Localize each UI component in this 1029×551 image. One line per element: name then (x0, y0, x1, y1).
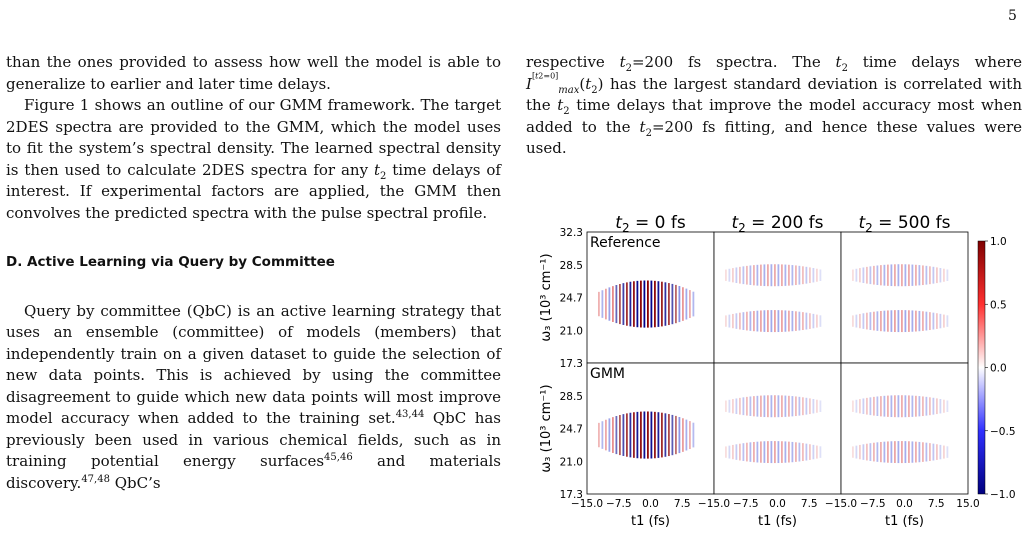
spectrum-panel (586, 362, 715, 495)
y-tick-label: 24.7 (560, 424, 583, 436)
y-tick-label: 32.3 (560, 227, 583, 239)
y-tick-label: 21.0 (560, 456, 583, 468)
x-tick-label: 7.5 (801, 498, 818, 510)
x-axis-label: t1 (fs) (758, 514, 797, 529)
right-column: respective t2=200 fs spectra. The t2 tim… (526, 52, 1022, 160)
x-tick-label: −7.5 (860, 498, 886, 510)
colorbar-tick-label: −1.0 (990, 489, 1016, 501)
column-title: t2 = 0 fs (615, 213, 686, 235)
paragraph-continuation: than the ones provided to assess how wel… (6, 53, 501, 93)
y-tick-label: 21.0 (560, 325, 583, 337)
x-tick-label: −7.5 (733, 498, 759, 510)
colorbar-tick-label: 1.0 (990, 236, 1007, 248)
colorbar-tick-label: 0.0 (990, 363, 1007, 375)
x-tick-label: 0.0 (642, 498, 659, 510)
x-axis-label: t1 (fs) (885, 514, 924, 529)
row-label: GMM (590, 366, 625, 382)
colorbar (977, 240, 986, 495)
x-tick-label: 0.0 (769, 498, 786, 510)
colorbar-tick-label: −0.5 (990, 426, 1016, 438)
paragraph-qbc: Query by committee (QbC) is an active le… (6, 301, 502, 492)
x-tick-label: −7.5 (606, 498, 632, 510)
x-tick-label: −15.0 (571, 498, 603, 510)
x-tick-label: 0.0 (896, 498, 913, 510)
y-tick-label: 17.3 (560, 358, 583, 370)
spectrum-panel (840, 362, 969, 495)
column-title: t2 = 200 fs (731, 213, 823, 235)
y-axis-label: ω₃ (10³ cm⁻¹) (539, 253, 554, 341)
left-column: than the ones provided to assess how wel… (6, 52, 501, 494)
x-tick-label: −15.0 (698, 498, 730, 510)
section-heading: D. Active Learning via Query by Committe… (6, 254, 335, 270)
x-tick-label: 15.0 (956, 498, 979, 510)
x-tick-label: −15.0 (825, 498, 857, 510)
figure-2des-spectra: t2 = 0 fs t2 = 200 fs t2 = 500 fs Referenc… (539, 213, 1016, 529)
spectrum-panel (840, 231, 969, 364)
y-tick-label: 17.3 (560, 489, 583, 501)
paragraph-gmm-outline: Figure 1 shows an outline of our GMM fra… (6, 96, 501, 222)
x-axis-label: t1 (fs) (631, 514, 670, 529)
row-label: Reference (590, 235, 661, 251)
x-tick-label: 7.5 (674, 498, 691, 510)
column-title: t2 = 500 fs (858, 213, 950, 235)
y-tick-label: 28.5 (560, 391, 583, 403)
spectrum-panel (586, 231, 715, 364)
spectrum-panel (713, 231, 842, 364)
y-tick-label: 28.5 (560, 260, 583, 272)
paragraph-time-delays: respective t2=200 fs spectra. The t2 tim… (526, 53, 1022, 157)
y-axis-label: ω₃ (10³ cm⁻¹) (539, 384, 554, 472)
spectrum-panel (713, 362, 842, 495)
colorbar-tick-label: 0.5 (990, 299, 1007, 311)
x-tick-label: 7.5 (928, 498, 945, 510)
y-tick-label: 24.7 (560, 293, 583, 305)
page-number: 5 (1008, 8, 1017, 24)
